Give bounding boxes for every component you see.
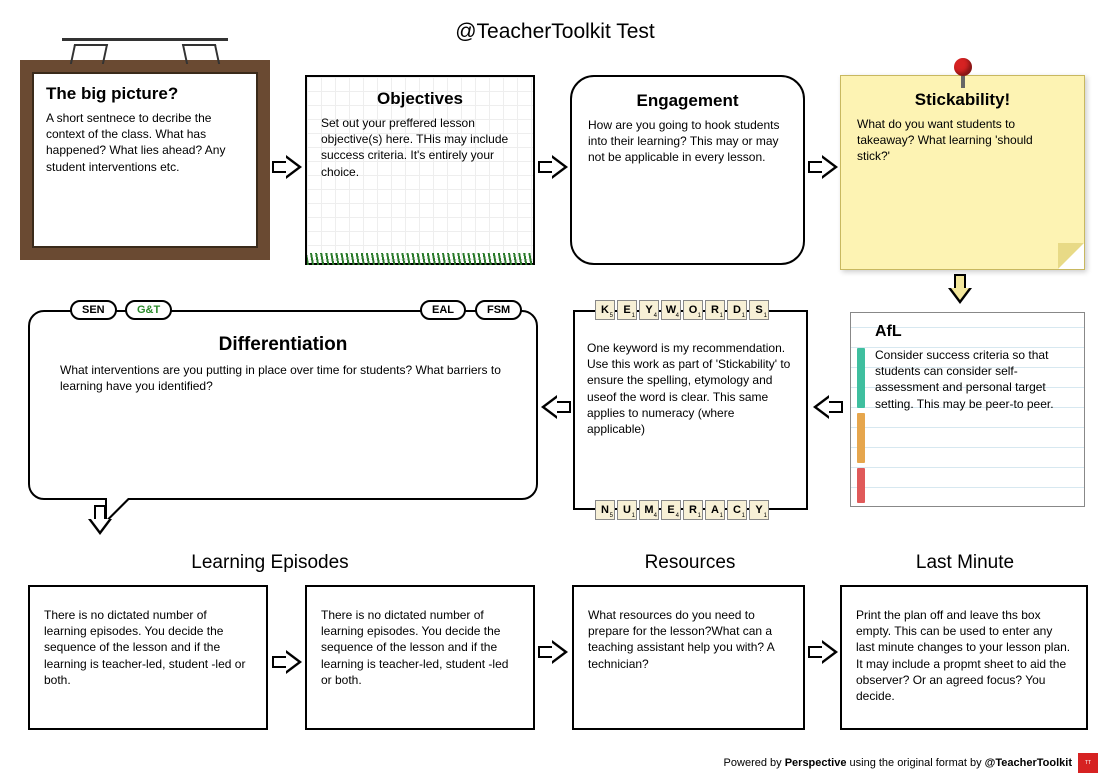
differentiation-title: Differentiation: [60, 334, 506, 356]
arrow-right-icon: [272, 155, 302, 179]
tile-y: Y1: [749, 500, 769, 520]
afl-body: Consider success criteria so that studen…: [875, 347, 1072, 412]
tile-u: U1: [617, 500, 637, 520]
tile-r: R1: [683, 500, 703, 520]
tile-e: E4: [661, 500, 681, 520]
keywords-body: One keyword is my recommendation. Use th…: [587, 340, 794, 437]
arrow-right-icon: [538, 155, 568, 179]
afl-rag-bar: [857, 468, 865, 503]
engagement-body: How are you going to hook students into …: [588, 117, 787, 166]
objectives-box: Objectives Set out your preffered lesson…: [305, 75, 535, 265]
tile-y: Y4: [639, 300, 659, 320]
big-picture-title: The big picture?: [46, 84, 244, 104]
last-minute-box: Print the plan off and leave ths box emp…: [840, 585, 1088, 730]
tile-r: R1: [705, 300, 725, 320]
pushpin-icon: [954, 58, 972, 88]
footer-author: @TeacherToolkit: [985, 757, 1072, 769]
afl-box: AfL Consider success criteria so that st…: [850, 312, 1085, 507]
objectives-body: Set out your preffered lesson objective(…: [321, 115, 519, 180]
footer-mid: using the original format by: [846, 757, 984, 769]
big-picture-body: A short sentnece to decribe the context …: [46, 110, 244, 175]
arrow-down-icon: [948, 274, 972, 304]
arrow-left-icon: [813, 395, 843, 419]
differentiation-body: What interventions are you putting in pl…: [60, 362, 506, 394]
arrow-right-icon: [808, 640, 838, 664]
engagement-box: Engagement How are you going to hook stu…: [570, 75, 805, 265]
last-minute-heading: Last Minute: [855, 552, 1075, 574]
stickability-title: Stickability!: [857, 90, 1068, 110]
grass-icon: [307, 253, 533, 265]
arrow-right-icon: [808, 155, 838, 179]
diff-tag-gnt: G&T: [125, 300, 172, 320]
frame-hanger-icon: [62, 38, 228, 41]
footer-brand: Perspective: [785, 757, 847, 769]
tile-c: C1: [727, 500, 747, 520]
tile-a: A1: [705, 500, 725, 520]
footer-prefix: Powered by: [724, 757, 785, 769]
diff-tag-fsm: FSM: [475, 300, 522, 320]
stickability-body: What do you want students to takeaway? W…: [857, 116, 1068, 165]
diff-tag-sen: SEN: [70, 300, 117, 320]
keywords-tiles: K5E1Y4W4O1R1D1S1: [595, 300, 769, 320]
afl-rag-bar: [857, 348, 865, 408]
tile-d: D1: [727, 300, 747, 320]
numeracy-tiles: N5U1M4E4R1A1C1Y1: [595, 500, 769, 520]
tile-k: K5: [595, 300, 615, 320]
learning-episode-2: There is no dictated number of learning …: [305, 585, 535, 730]
learning-episode-1: There is no dictated number of learning …: [28, 585, 268, 730]
engagement-title: Engagement: [588, 91, 787, 111]
afl-rag-bar: [857, 413, 865, 463]
teachertoolkit-logo-icon: TT: [1078, 753, 1098, 773]
afl-title: AfL: [875, 323, 1072, 341]
tile-m: M4: [639, 500, 659, 520]
stickability-box: Stickability! What do you want students …: [840, 75, 1085, 270]
tile-o: O1: [683, 300, 703, 320]
tile-n: N5: [595, 500, 615, 520]
big-picture-box: The big picture? A short sentnece to dec…: [20, 60, 270, 260]
arrow-left-icon: [541, 395, 571, 419]
keywords-box: K5E1Y4W4O1R1D1S1 One keyword is my recom…: [573, 310, 808, 510]
tile-e: E1: [617, 300, 637, 320]
arrow-right-icon: [272, 650, 302, 674]
resources-heading: Resources: [585, 552, 795, 574]
tile-s: S1: [749, 300, 769, 320]
diff-tag-eal: EAL: [420, 300, 466, 320]
objectives-title: Objectives: [321, 89, 519, 109]
tile-w: W4: [661, 300, 681, 320]
footer: Powered by Perspective using the origina…: [724, 753, 1098, 773]
resources-box: What resources do you need to prepare fo…: [572, 585, 805, 730]
arrow-right-icon: [538, 640, 568, 664]
learning-episodes-heading: Learning Episodes: [120, 552, 420, 574]
differentiation-box: Differentiation What interventions are y…: [28, 310, 538, 500]
